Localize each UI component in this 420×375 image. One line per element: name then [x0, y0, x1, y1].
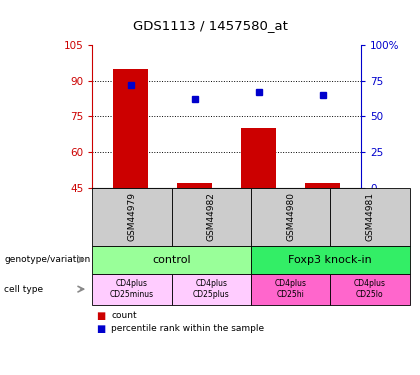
- Text: Foxp3 knock-in: Foxp3 knock-in: [289, 255, 372, 265]
- Text: genotype/variation: genotype/variation: [4, 255, 90, 264]
- Text: count: count: [111, 311, 137, 320]
- Text: GSM44980: GSM44980: [286, 192, 295, 241]
- Text: GSM44982: GSM44982: [207, 192, 216, 241]
- Bar: [113, 69, 148, 188]
- Bar: [305, 183, 340, 188]
- Text: ■: ■: [97, 324, 106, 334]
- Bar: [177, 183, 213, 188]
- Text: CD4plus: CD4plus: [116, 279, 148, 288]
- Text: cell type: cell type: [4, 285, 43, 294]
- Text: control: control: [152, 255, 191, 265]
- Text: GDS1113 / 1457580_at: GDS1113 / 1457580_at: [133, 19, 287, 32]
- Text: percentile rank within the sample: percentile rank within the sample: [111, 324, 265, 333]
- Text: CD25lo: CD25lo: [356, 290, 384, 299]
- Text: ■: ■: [97, 311, 106, 321]
- Text: CD4plus: CD4plus: [275, 279, 307, 288]
- Text: CD25minus: CD25minus: [110, 290, 154, 299]
- Text: GSM44981: GSM44981: [365, 192, 374, 241]
- Text: CD4plus: CD4plus: [354, 279, 386, 288]
- Text: GSM44979: GSM44979: [128, 192, 136, 241]
- Text: CD25plus: CD25plus: [193, 290, 230, 299]
- Text: CD25hi: CD25hi: [277, 290, 304, 299]
- Bar: [241, 128, 276, 188]
- Text: CD4plus: CD4plus: [195, 279, 227, 288]
